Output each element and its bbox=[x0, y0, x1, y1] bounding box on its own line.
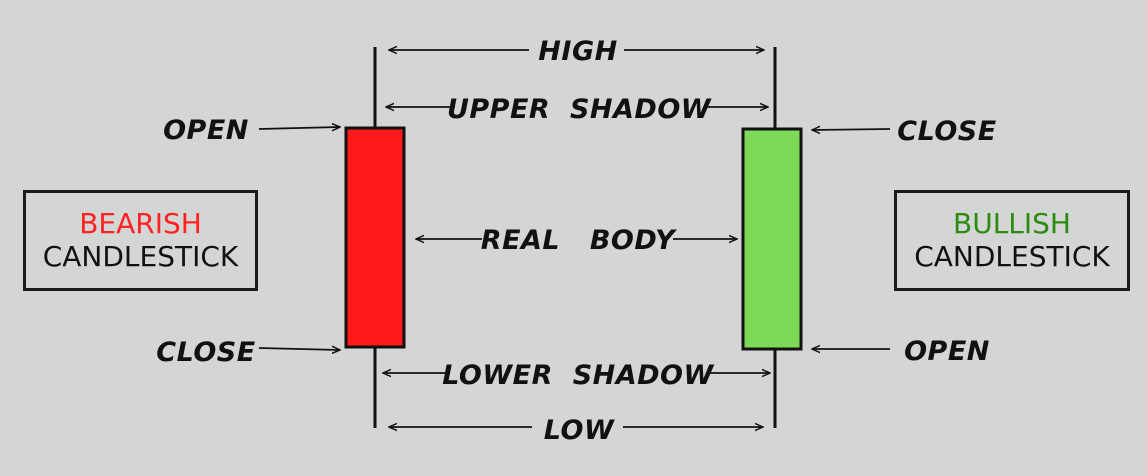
bullish-body bbox=[741, 127, 803, 351]
bearish-close-label: CLOSE bbox=[156, 337, 255, 368]
bullish-close-label: CLOSE bbox=[897, 116, 996, 147]
bearish-open-arrow bbox=[258, 127, 340, 129]
high-label: HIGH bbox=[538, 36, 617, 67]
bullish-title: BULLISH bbox=[953, 207, 1071, 240]
low-label: LOW bbox=[544, 415, 615, 446]
bearish-close-arrow bbox=[258, 348, 340, 350]
real-body-label: REAL BODY bbox=[481, 225, 677, 256]
bearish-open-label: OPEN bbox=[163, 115, 249, 146]
bullish-subtitle: CANDLESTICK bbox=[914, 240, 1110, 273]
lower-shadow-label: LOWER SHADOW bbox=[442, 360, 714, 391]
upper-shadow-label: UPPER SHADOW bbox=[447, 94, 712, 125]
bearish-title: BEARISH bbox=[79, 207, 202, 240]
bullish-open-label: OPEN bbox=[904, 336, 990, 367]
bearish-subtitle: CANDLESTICK bbox=[42, 240, 239, 273]
bullish-close-arrow bbox=[812, 129, 891, 130]
bearish-candlestick-box: BEARISH CANDLESTICK bbox=[23, 190, 258, 291]
bullish-candlestick-box: BULLISH CANDLESTICK bbox=[894, 190, 1130, 291]
bearish-body bbox=[344, 126, 406, 349]
